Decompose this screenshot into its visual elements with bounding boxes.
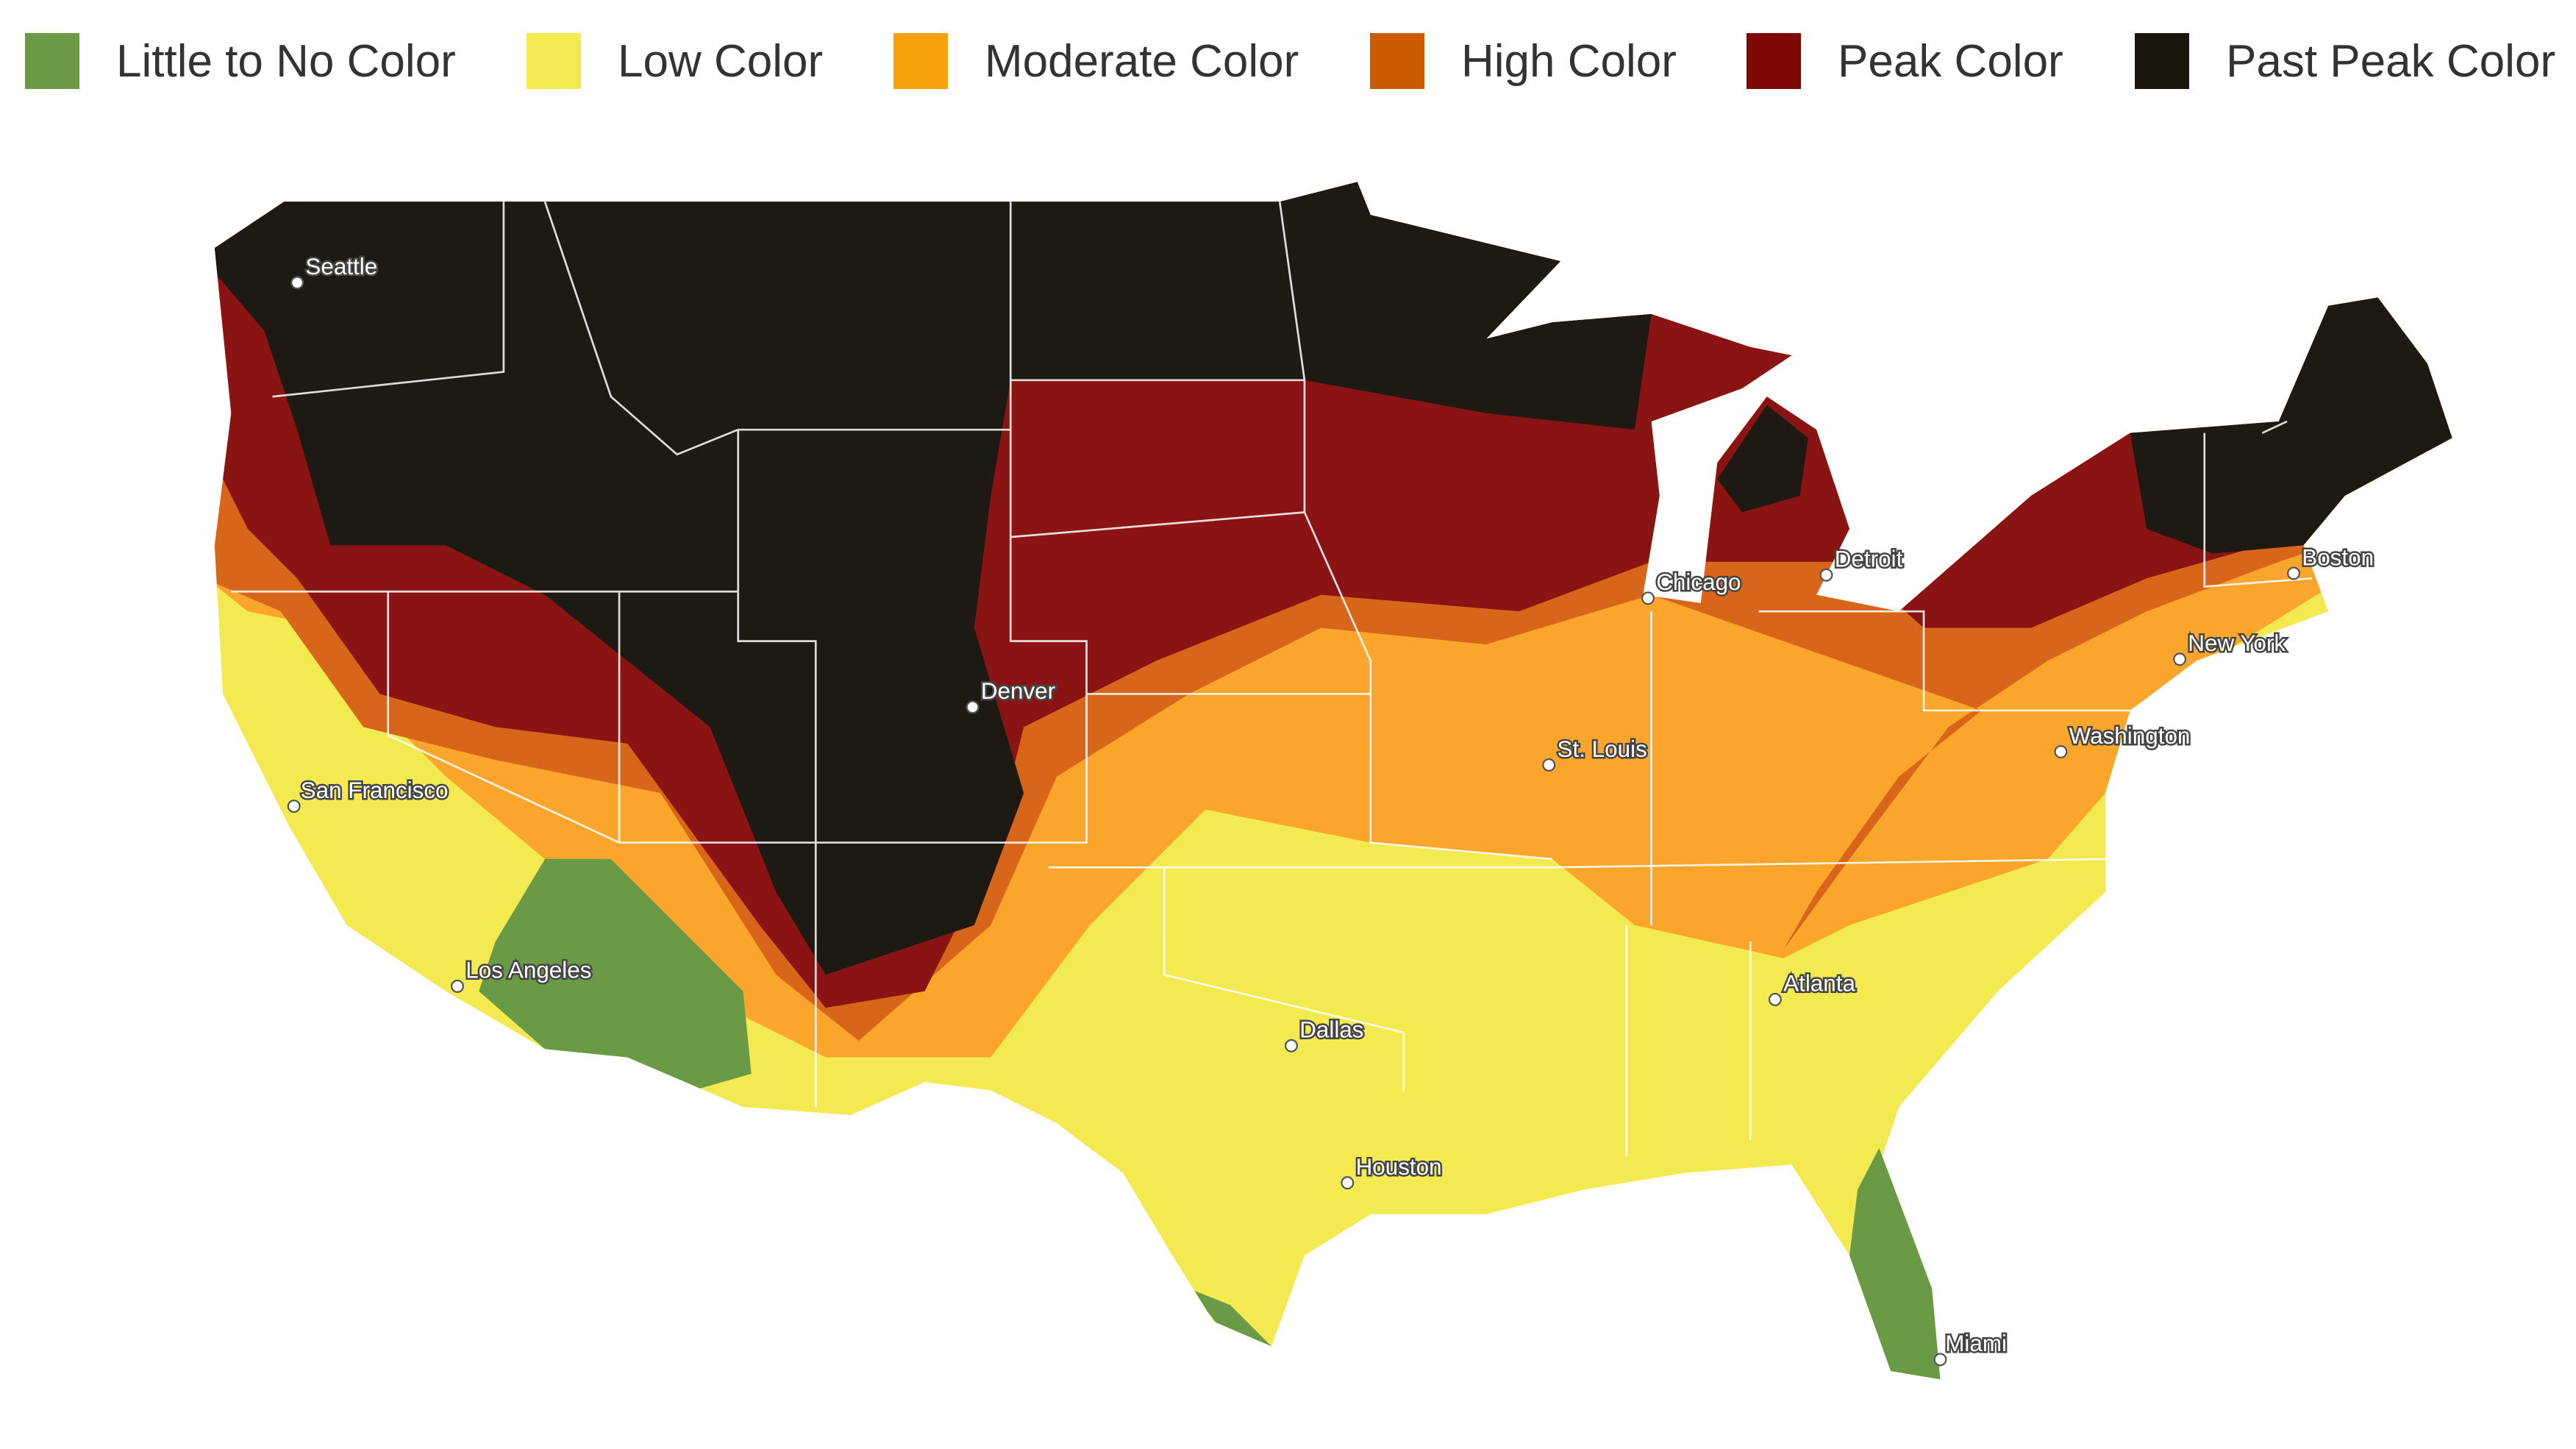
city-label: Atlanta bbox=[1783, 971, 1855, 997]
legend-swatch bbox=[527, 33, 581, 89]
city-label: Denver bbox=[981, 678, 1055, 704]
region-past-peak-michigan bbox=[1717, 405, 1808, 513]
city-label: Los Angeles bbox=[465, 958, 591, 983]
legend-swatch bbox=[1747, 33, 1801, 89]
city-label: Miami bbox=[1945, 1331, 2007, 1356]
legend-swatch bbox=[893, 33, 948, 89]
region-past-peak-color bbox=[214, 182, 1817, 975]
city-new-york[interactable]: New York bbox=[2173, 629, 2288, 666]
city-label: St. Louis bbox=[1558, 736, 1647, 762]
legend-swatch bbox=[25, 33, 79, 89]
city-label: Detroit bbox=[1835, 547, 1903, 572]
legend-item-moderate-color: Moderate Color bbox=[893, 33, 1299, 89]
city-san-francisco[interactable]: San Francisco bbox=[287, 775, 450, 813]
city-los-angeles[interactable]: Los Angeles bbox=[451, 955, 593, 993]
city-washington[interactable]: Washington bbox=[2054, 721, 2192, 759]
city-label: San Francisco bbox=[301, 777, 449, 803]
region-little-color-southwest bbox=[479, 859, 752, 1091]
state-borders bbox=[231, 201, 2312, 1157]
legend-label: Little to No Color bbox=[116, 35, 456, 87]
legend-label: High Color bbox=[1461, 35, 1677, 87]
city-dallas[interactable]: Dallas bbox=[1285, 1015, 1366, 1053]
legend-item-peak-color: Peak Color bbox=[1747, 33, 2063, 89]
map-legend: Little to No Color Low Color Moderate Co… bbox=[0, 0, 2576, 125]
legend-label: Past Peak Color bbox=[2226, 35, 2555, 87]
city-markers: Seattle San Francisco Los Angeles Denver… bbox=[287, 252, 2376, 1367]
legend-label: Peak Color bbox=[1838, 35, 2063, 87]
legend-item-low-color: Low Color bbox=[527, 33, 823, 89]
city-boston[interactable]: Boston bbox=[2287, 543, 2376, 580]
region-past-peak-northeast bbox=[2130, 297, 2452, 554]
city-label: Seattle bbox=[305, 254, 377, 280]
legend-swatch bbox=[2135, 33, 2189, 89]
city-label: New York bbox=[2188, 630, 2286, 656]
city-miami[interactable]: Miami bbox=[1933, 1329, 2008, 1367]
city-houston[interactable]: Houston bbox=[1341, 1152, 1444, 1190]
region-little-color-texas bbox=[1188, 1288, 1272, 1347]
city-seattle[interactable]: Seattle bbox=[290, 252, 379, 290]
legend-label: Moderate Color bbox=[985, 35, 1299, 87]
legend-item-little-to-no-color: Little to No Color bbox=[25, 33, 456, 89]
city-label: Houston bbox=[1356, 1154, 1442, 1180]
legend-item-high-color: High Color bbox=[1370, 33, 1677, 89]
legend-swatch bbox=[1370, 33, 1424, 89]
city-label: Dallas bbox=[1299, 1017, 1363, 1043]
city-chicago[interactable]: Chicago bbox=[1641, 568, 1743, 605]
legend-item-past-peak-color: Past Peak Color bbox=[2135, 33, 2555, 89]
city-denver[interactable]: Denver bbox=[966, 677, 1057, 714]
city-label: Washington bbox=[2069, 723, 2191, 749]
city-st-louis[interactable]: St. Louis bbox=[1542, 734, 1649, 772]
region-little-color-florida bbox=[1849, 1147, 1941, 1380]
city-atlanta[interactable]: Atlanta bbox=[1768, 969, 1858, 1006]
city-detroit[interactable]: Detroit bbox=[1819, 544, 1905, 582]
city-label: Boston bbox=[2302, 544, 2374, 570]
legend-label: Low Color bbox=[618, 35, 824, 87]
city-label: Chicago bbox=[1656, 569, 1741, 595]
